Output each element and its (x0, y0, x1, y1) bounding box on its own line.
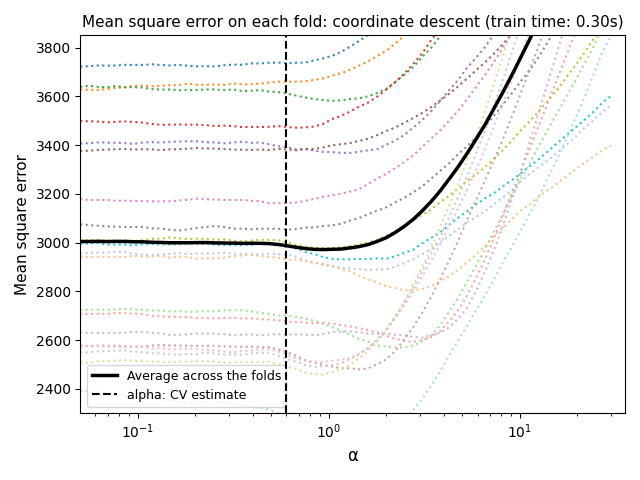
Y-axis label: Mean square error: Mean square error (15, 154, 30, 295)
Title: Mean square error on each fold: coordinate descent (train time: 0.30s): Mean square error on each fold: coordina… (82, 15, 623, 30)
Average across the folds (229, 240, 237, 246)
Average across the folds (166, 240, 174, 246)
X-axis label: α: α (348, 447, 358, 465)
Average across the folds (419, 208, 426, 214)
Average across the folds (247, 240, 255, 246)
Average across the folds (319, 247, 327, 252)
Line: Average across the folds: Average across the folds (80, 0, 611, 250)
Average across the folds (257, 240, 264, 246)
Average across the folds (76, 239, 84, 244)
Average across the folds (211, 240, 219, 246)
Legend: Average across the folds, alpha: CV estimate: Average across the folds, alpha: CV esti… (86, 365, 286, 407)
